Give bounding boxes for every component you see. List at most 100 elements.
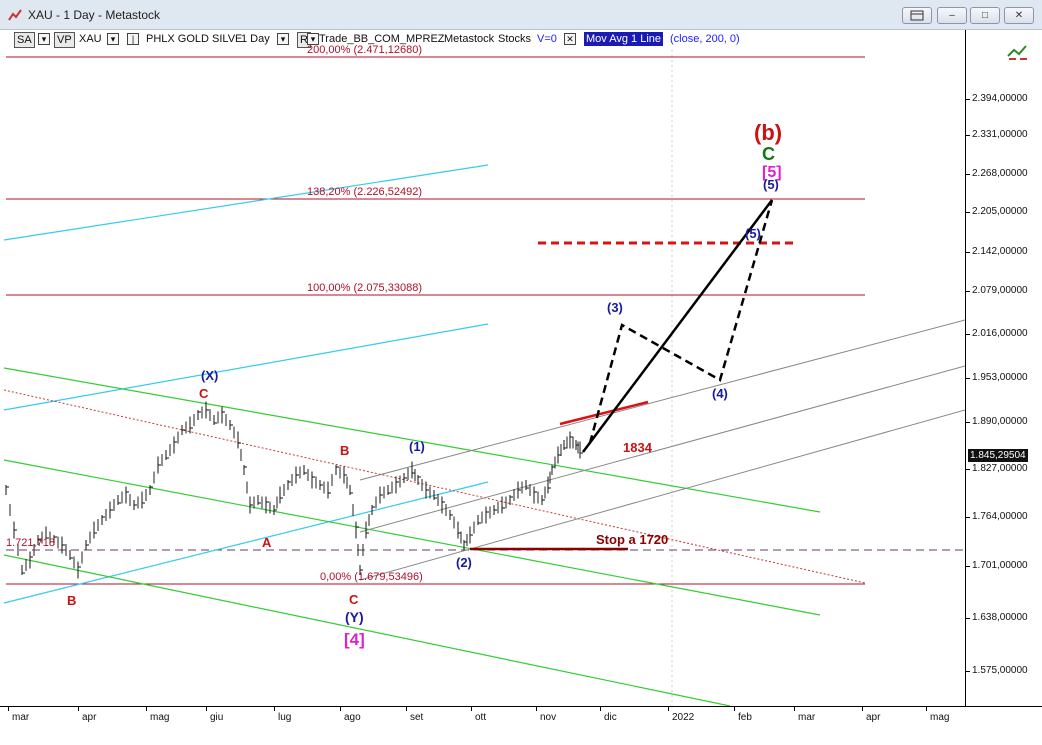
- stocks-label: Stocks: [498, 33, 532, 45]
- price-axis-tick: [965, 212, 970, 213]
- price-axis-label: 1.764,00000: [972, 511, 1028, 522]
- date-axis-label: apr: [82, 712, 97, 723]
- wave-b-low: B: [67, 593, 76, 608]
- green-channel-line-2[interactable]: [3, 459, 821, 616]
- date-axis-label: giu: [210, 712, 224, 723]
- period-dropdown-icon[interactable]: ▾: [277, 33, 289, 45]
- price-axis-tick: [965, 566, 970, 567]
- wave-c-low: C: [349, 592, 359, 607]
- symbol-info-icon[interactable]: |: [127, 33, 139, 45]
- wave-c-green: C: [762, 144, 775, 164]
- minimize-button[interactable]: –: [937, 7, 967, 24]
- date-axis-tick: [794, 706, 795, 711]
- price-axis-tick: [965, 422, 970, 423]
- maximize-icon: □: [981, 10, 989, 21]
- date-axis-label: 2022: [672, 712, 695, 723]
- date-axis-tick: [8, 706, 9, 711]
- date-axis-tick: [146, 706, 147, 711]
- symbol-dropdown-icon[interactable]: ▾: [107, 33, 119, 45]
- fib-200-label: 200,00% (2.471,12680): [307, 44, 422, 56]
- price-bars: [5, 401, 583, 579]
- red-dotted-trendline[interactable]: [3, 389, 866, 584]
- fib-138-label: 138,20% (2.226,52492): [307, 186, 422, 198]
- minimize-icon: –: [949, 10, 955, 21]
- wave-a: A: [262, 535, 272, 550]
- price-axis-tick: [965, 671, 970, 672]
- close-volume-icon[interactable]: ✕: [564, 33, 576, 45]
- date-axis-tick: [206, 706, 207, 711]
- wave-5-magenta: [5]: [762, 164, 782, 181]
- current-price-tag: 1.845,29504: [968, 449, 1028, 462]
- cyan-channel-line-3[interactable]: [3, 481, 489, 604]
- r-dropdown-icon[interactable]: ▾: [307, 33, 319, 45]
- wave-b-major: (b): [754, 120, 782, 145]
- wave-5-paren: (5): [763, 177, 779, 192]
- price-axis-tick: [965, 291, 970, 292]
- projection-dashed-path[interactable]: [588, 199, 774, 444]
- green-channel-line-1[interactable]: [3, 367, 821, 513]
- price-axis-tick: [965, 174, 970, 175]
- price-axis-label: 1.575,00000: [972, 665, 1028, 676]
- support-left-label: 1.721,718: [6, 537, 55, 549]
- date-axis-tick: [471, 706, 472, 711]
- wave-c-top: C: [199, 386, 209, 401]
- date-axis-tick: [668, 706, 669, 711]
- vp-button[interactable]: VP: [54, 32, 75, 48]
- price-axis-label: 2.394,00000: [972, 93, 1028, 104]
- price-axis-label: 2.142,00000: [972, 246, 1028, 257]
- title-bar: XAU - 1 Day - Metastock – □ ✕: [0, 0, 1042, 30]
- sa-button[interactable]: SA: [14, 32, 35, 48]
- price-axis-label: 2.205,00000: [972, 206, 1028, 217]
- green-channel-line-3[interactable]: [3, 554, 731, 706]
- price-axis-label: 2.268,00000: [972, 168, 1028, 179]
- date-axis-label: ott: [475, 712, 487, 723]
- wave-3: (3): [607, 300, 623, 315]
- price-axis-label: 2.331,00000: [972, 129, 1028, 140]
- date-axis-tick: [340, 706, 341, 711]
- wave-x: (X): [201, 368, 218, 383]
- fib-100-label: 100,00% (2.075,33088): [307, 282, 422, 294]
- wave-2: (2): [456, 555, 472, 570]
- grey-channel-line-3[interactable]: [359, 409, 965, 581]
- sa-dropdown-icon[interactable]: ▾: [38, 33, 50, 45]
- grey-channel-line-1[interactable]: [359, 319, 965, 481]
- tile-icon: [910, 10, 924, 21]
- wave-4: (4): [712, 386, 728, 401]
- price-axis-tick: [965, 517, 970, 518]
- date-axis-label: mag: [930, 712, 950, 723]
- date-axis-label: ago: [344, 712, 361, 723]
- date-axis[interactable]: [0, 706, 1042, 745]
- price-axis-label: 1.953,00000: [972, 372, 1028, 383]
- wave-5-target: (5): [745, 226, 761, 241]
- resistance-1834-line[interactable]: [559, 400, 649, 426]
- price-axis-label: 1.890,00000: [972, 416, 1028, 427]
- wave-1: (1): [409, 439, 425, 454]
- close-button[interactable]: ✕: [1004, 7, 1034, 24]
- price-axis-label: 1.827,00000: [972, 463, 1028, 474]
- date-axis-label: set: [410, 712, 424, 723]
- wave-b-mid: B: [340, 443, 349, 458]
- cyan-channel-line-2[interactable]: [3, 323, 489, 411]
- grey-channel-line-2[interactable]: [359, 365, 965, 533]
- date-axis-label: mar: [12, 712, 30, 723]
- date-axis-tick: [926, 706, 927, 711]
- indicator-label[interactable]: Mov Avg 1 Line: [584, 32, 664, 46]
- wave-4-magenta: [4]: [344, 630, 365, 649]
- price-axis-tick: [965, 135, 970, 136]
- price-axis[interactable]: [965, 30, 1042, 706]
- cyan-channel-line-1[interactable]: [3, 164, 489, 241]
- restore-tile-button[interactable]: [902, 7, 932, 24]
- price-axis-tick: [965, 334, 970, 335]
- stop-label: Stop a 1720: [596, 532, 668, 547]
- app-icon: [8, 9, 22, 21]
- volume-label: V=0: [537, 33, 557, 45]
- projection-solid-line[interactable]: [582, 199, 773, 453]
- indicator-params: (close, 200, 0): [670, 33, 740, 45]
- maximize-button[interactable]: □: [970, 7, 1000, 24]
- window-title: XAU - 1 Day - Metastock: [28, 8, 161, 22]
- period-label: 1 Day: [241, 33, 270, 45]
- chart-style-icon[interactable]: [1006, 42, 1030, 62]
- date-axis-label: feb: [738, 712, 752, 723]
- symbol-label: XAU: [79, 33, 102, 45]
